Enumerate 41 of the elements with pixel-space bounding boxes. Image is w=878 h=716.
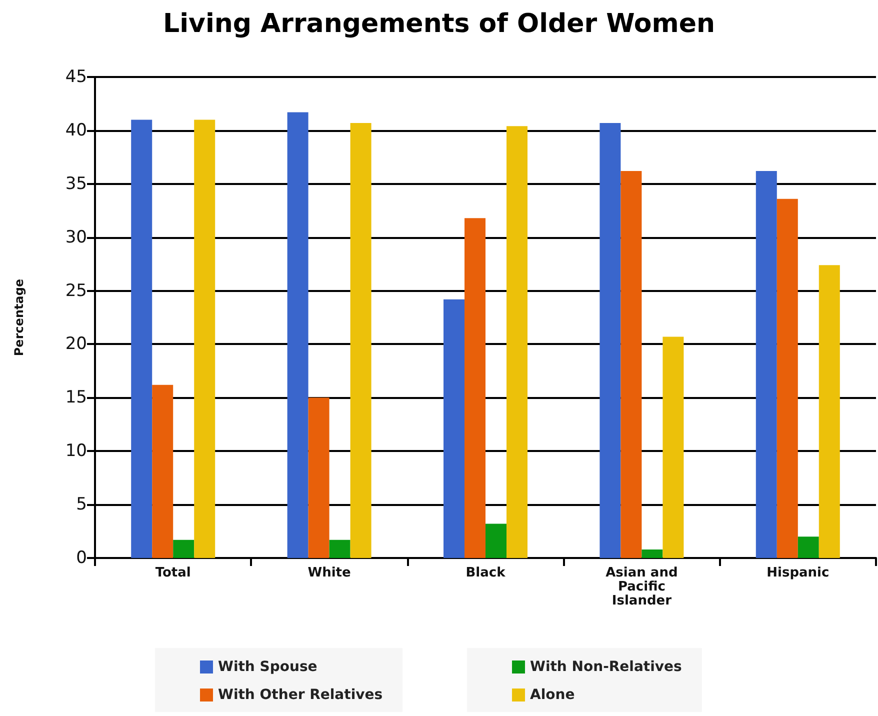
bar	[756, 171, 777, 558]
bar	[173, 540, 194, 558]
bar	[662, 336, 684, 558]
y-tick-label: 30	[65, 227, 87, 248]
legend-label: With Non-Relatives	[530, 659, 682, 675]
y-tick-label: 15	[65, 388, 87, 408]
x-tick-label: Hispanic	[766, 566, 830, 580]
bar	[798, 536, 819, 558]
y-tick-label: 10	[65, 441, 87, 462]
bar	[642, 549, 663, 558]
y-tick-label: 0	[76, 548, 87, 568]
bar	[600, 122, 621, 558]
bar	[620, 171, 642, 558]
bar	[329, 540, 350, 558]
bar	[818, 265, 840, 558]
x-tick-label: Black	[466, 566, 506, 580]
y-tick-label: 40	[65, 120, 87, 140]
bar	[131, 120, 152, 558]
chart-title: Living Arrangements of Older Women	[163, 9, 715, 39]
legend-label: With Other Relatives	[218, 687, 383, 703]
bar	[194, 120, 216, 558]
x-tick-label: Asian and Pacific Islander	[606, 566, 678, 608]
bar	[308, 398, 330, 558]
bar	[350, 122, 372, 558]
y-tick-label: 25	[65, 280, 87, 301]
bar	[444, 299, 464, 558]
legend-label: With Spouse	[218, 659, 318, 675]
x-tick-label: White	[308, 566, 352, 580]
legend-label: Alone	[530, 687, 575, 703]
bar	[464, 218, 486, 558]
y-tick-label: 45	[65, 67, 87, 87]
bar	[486, 524, 506, 558]
bar	[287, 112, 308, 558]
y-tick-label: 5	[76, 494, 87, 515]
y-tick-label: 20	[65, 334, 87, 354]
bar	[152, 384, 174, 558]
x-tick-label: Total	[155, 566, 191, 580]
bar	[776, 198, 798, 558]
y-axis-title: Percentage	[12, 278, 26, 356]
y-tick-label: 35	[65, 174, 87, 194]
bar	[506, 126, 528, 558]
